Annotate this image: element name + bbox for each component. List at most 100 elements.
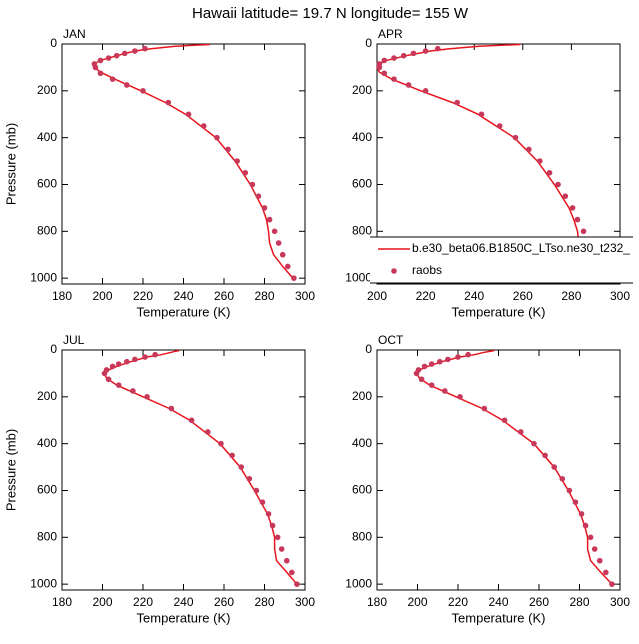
data-point [113, 52, 120, 59]
x-tick-label: 200 [92, 595, 112, 609]
data-point [225, 146, 231, 153]
data-point [609, 581, 615, 587]
x-tick-label: 220 [133, 289, 153, 303]
data-point [289, 569, 295, 576]
data-point [97, 57, 104, 64]
x-tick-label: 260 [513, 289, 533, 303]
y-tick-label: 400 [37, 130, 57, 144]
data-point [185, 111, 192, 118]
data-point [152, 351, 158, 358]
x-tick-label: 260 [214, 595, 234, 609]
x-tick-label: 300 [295, 289, 315, 303]
data-point [115, 382, 122, 388]
y-tick-label: 1000 [345, 270, 372, 284]
x-tick-label: 220 [416, 289, 436, 303]
data-point [234, 158, 240, 164]
legend-swatch [391, 268, 397, 274]
data-point [242, 169, 249, 176]
data-point [569, 205, 576, 211]
data-point [188, 417, 195, 424]
y-tick-label: 800 [37, 223, 57, 237]
y-tick-label: 400 [352, 130, 372, 144]
x-tick-label: 200 [367, 289, 387, 303]
data-point [391, 55, 397, 61]
y-axis-label: Pressure (mb) [3, 429, 18, 511]
y-tick-label: 1000 [345, 576, 372, 590]
data-point [130, 388, 136, 394]
data-point [501, 417, 508, 424]
y-tick-label: 200 [37, 389, 57, 403]
x-axis-label: Temperature (K) [452, 304, 546, 319]
y-tick-label: 800 [352, 223, 372, 237]
x-tick-label: 240 [173, 595, 193, 609]
y-tick-label: 400 [37, 436, 57, 450]
y-tick-label: 0 [365, 342, 372, 356]
data-point [229, 452, 235, 459]
data-point [105, 55, 112, 61]
data-point [574, 216, 581, 223]
x-tick-label: 260 [214, 289, 234, 303]
data-point [542, 452, 548, 459]
data-point [465, 351, 471, 358]
data-point [428, 382, 435, 388]
data-point [457, 394, 463, 400]
plot-frame [376, 43, 621, 285]
plot-frame [61, 349, 306, 591]
data-point [115, 361, 122, 367]
data-point [165, 99, 172, 106]
data-point [279, 251, 286, 258]
x-tick-label: 300 [610, 289, 630, 303]
data-point [478, 111, 485, 118]
x-tick-label: 220 [133, 595, 153, 609]
y-tick-label: 1000 [30, 270, 57, 284]
data-point [205, 429, 211, 435]
y-tick-label: 600 [352, 177, 372, 191]
data-point [284, 263, 291, 270]
y-tick-label: 200 [352, 83, 372, 97]
x-tick-label: 280 [561, 289, 581, 303]
x-tick-label: 240 [173, 289, 193, 303]
x-tick-label: 280 [254, 289, 274, 303]
x-tick-label: 240 [464, 289, 484, 303]
data-point [422, 88, 429, 94]
x-tick-label: 200 [407, 595, 427, 609]
plot-frame [61, 43, 306, 285]
y-axis-label: Pressure (mb) [3, 123, 18, 205]
data-point [109, 76, 116, 82]
data-point [271, 228, 278, 235]
y-tick-label: 200 [37, 83, 57, 97]
y-tick-label: 1000 [30, 576, 57, 590]
x-axis-label: Temperature (K) [452, 610, 546, 625]
data-point [124, 82, 130, 88]
series-line [415, 349, 613, 585]
data-point [596, 557, 603, 564]
data-point [200, 123, 207, 129]
data-point [428, 361, 435, 367]
data-point [526, 146, 532, 153]
x-tick-label: 180 [52, 289, 72, 303]
panel-label: OCT [378, 333, 404, 347]
x-tick-label: 260 [529, 595, 549, 609]
data-point [246, 475, 253, 482]
x-tick-label: 180 [52, 595, 72, 609]
data-point [537, 158, 543, 164]
data-point [551, 464, 557, 470]
data-point [109, 363, 116, 370]
panel-label: JUL [63, 333, 85, 347]
legend-box [370, 237, 633, 283]
data-point [434, 45, 441, 52]
x-tick-label: 280 [569, 595, 589, 609]
data-point [140, 88, 146, 94]
data-point [445, 356, 451, 363]
data-point [410, 50, 417, 57]
panel-label: JAN [63, 27, 86, 41]
legend-label: raobs [412, 263, 442, 277]
data-point [555, 181, 561, 188]
data-point [436, 358, 443, 365]
y-tick-label: 0 [365, 36, 372, 50]
data-point [582, 522, 589, 529]
data-point [418, 376, 425, 383]
data-point [512, 134, 519, 141]
data-point [603, 569, 609, 576]
